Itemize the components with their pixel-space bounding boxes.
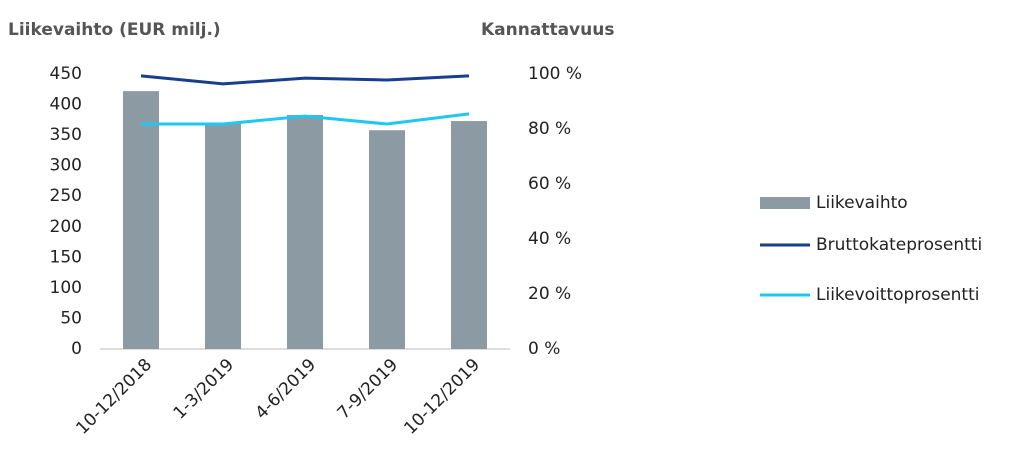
line [141, 112, 470, 126]
y2-title: Kannattavuus [481, 20, 614, 40]
bar [369, 130, 405, 349]
legend-swatch [760, 197, 810, 209]
y2-tick-label: 60 % [528, 174, 571, 194]
y-tick-label: 200 [50, 217, 82, 237]
y-tick-label: 450 [50, 64, 82, 84]
chart-title: Liikevaihto (EUR milj.) [8, 20, 221, 40]
y-tick-label: 100 [50, 278, 82, 298]
y2-tick-label: 0 % [528, 339, 560, 359]
bar [451, 121, 487, 349]
x-tick-label: 10-12/2019 [400, 355, 484, 439]
x-tick-label: 7-9/2019 [334, 355, 402, 423]
y-tick-label: 300 [50, 156, 82, 176]
bar [205, 122, 241, 349]
y-tick-label: 0 [71, 339, 82, 359]
x-tick-label: 4-6/2019 [252, 355, 320, 423]
y2-tick-label: 100 % [528, 64, 582, 84]
legend-label: Liikevoittoprosentti [816, 285, 979, 305]
bar [287, 114, 323, 349]
legend-label: Liikevaihto [816, 193, 908, 213]
x-tick-label: 1-3/2019 [170, 355, 238, 423]
y2-tick-label: 20 % [528, 284, 571, 304]
line [140, 74, 470, 86]
y-tick-label: 400 [50, 95, 82, 115]
y-tick-label: 150 [50, 247, 82, 267]
legend-label: Bruttokateprosentti [816, 235, 982, 255]
bar [123, 91, 159, 349]
y-tick-label: 350 [50, 125, 82, 145]
y-tick-label: 250 [50, 186, 82, 206]
y2-tick-label: 40 % [528, 229, 571, 249]
x-tick-label: 10-12/2018 [72, 355, 156, 439]
y2-tick-label: 80 % [528, 119, 571, 139]
y-tick-label: 50 [60, 308, 82, 328]
